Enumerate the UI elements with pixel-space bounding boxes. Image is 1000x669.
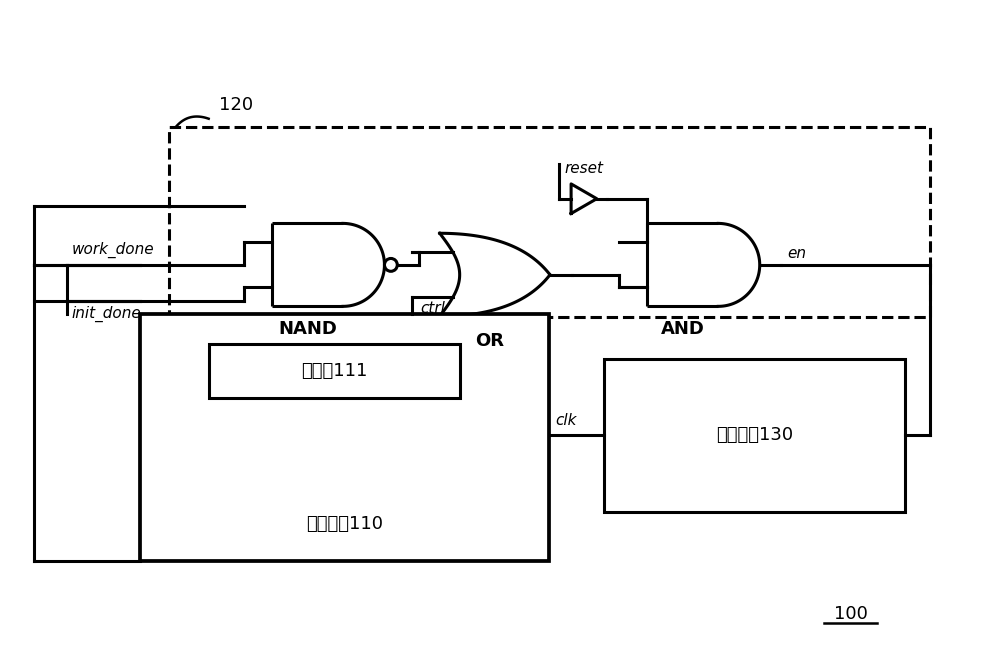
Bar xyxy=(604,359,905,512)
Text: AND: AND xyxy=(661,320,705,339)
Bar xyxy=(169,126,930,317)
Text: reset: reset xyxy=(564,161,603,176)
Text: en: en xyxy=(787,246,806,261)
Bar xyxy=(209,344,460,398)
Text: 寄存器111: 寄存器111 xyxy=(301,362,368,380)
Text: 100: 100 xyxy=(834,605,868,624)
Text: NAND: NAND xyxy=(278,320,337,339)
Text: 数字模块110: 数字模块110 xyxy=(306,516,383,533)
Text: OR: OR xyxy=(476,332,505,350)
Bar xyxy=(140,314,549,561)
Text: 时钟模块130: 时钟模块130 xyxy=(716,426,793,444)
Text: 120: 120 xyxy=(219,96,253,114)
Text: work_done: work_done xyxy=(71,242,154,258)
Text: init_done: init_done xyxy=(71,305,141,322)
Text: ctrl: ctrl xyxy=(420,301,445,316)
Text: clk: clk xyxy=(555,413,577,428)
